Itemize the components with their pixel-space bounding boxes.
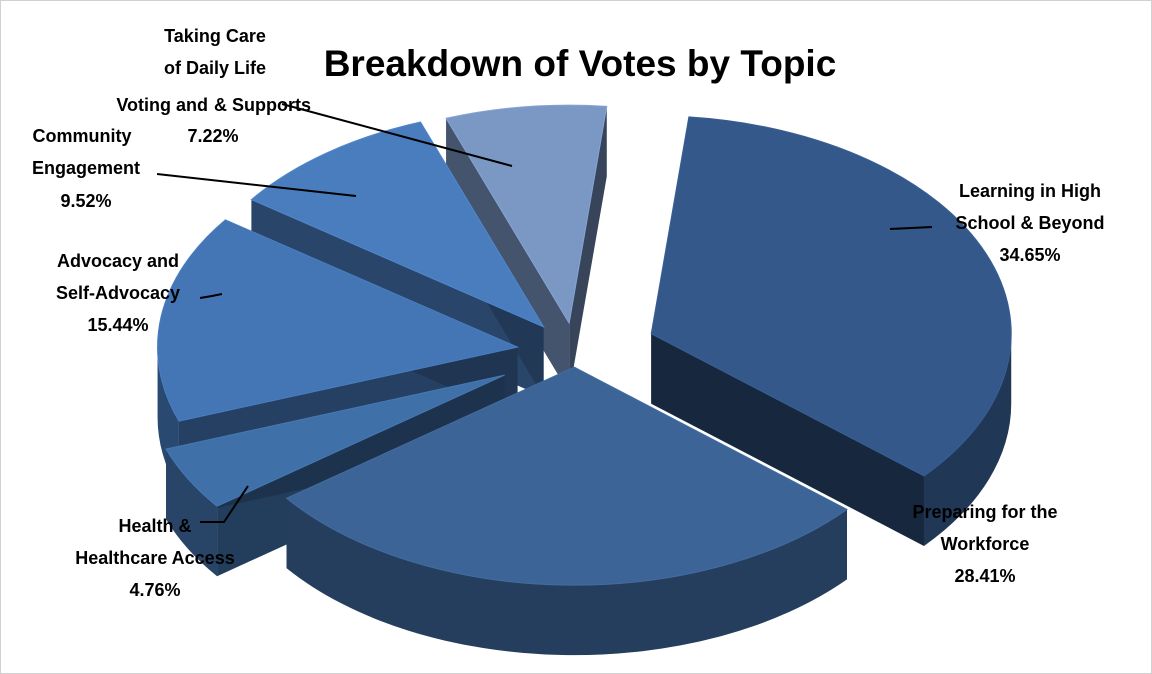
slice-wall-5-1 [569,106,607,394]
pie-slice-1 [285,366,848,586]
leader-line-0 [889,226,933,230]
slice-outer-wall-0-0 [923,333,1012,546]
pie-slice-2 [165,374,505,507]
pie-slice-3 [157,219,520,422]
slice-label-5: Taking Care of Daily Life & Supports 7.22% [164,26,311,146]
slice-value-label: 7.22% [187,126,238,146]
slice-value-label: 4.76% [129,580,180,600]
slice-label-line: School & Beyond [955,213,1104,233]
slice-label-line: Advocacy and [57,251,179,271]
slice-outer-wall-1-0 [286,498,847,656]
slice-label-line: Taking Care [164,26,266,46]
leader-line-1 [200,485,249,523]
pie-slice-0 [650,116,1012,477]
slice-value-label: 9.52% [60,191,111,211]
slice-value-label: 15.44% [87,315,148,335]
slice-label-line: Voting and [116,95,208,115]
chart-title: Breakdown of Votes by Topic [324,43,837,84]
slice-label-0: Learning in High School & Beyond 34.65% [955,181,1104,265]
slice-label-line: Health & [118,516,191,536]
slice-labels: Learning in High School & Beyond 34.65% Pre… [32,26,1105,600]
leader-line-4 [281,103,513,167]
slice-label-line: Preparing for the [912,502,1057,522]
slice-label-line: Community [33,126,132,146]
pie-slice-4 [250,121,545,328]
slice-label-line: Learning in High [959,181,1101,201]
slice-label-line: Engagement [32,158,140,178]
slice-label-line: Workforce [941,534,1030,554]
slice-label-3: Advocacy and Self-Advocacy 15.44% [56,251,180,335]
slice-outer-wall-2-0 [166,449,218,577]
slice-value-label: 28.41% [954,566,1015,586]
slice-label-line: & Supports [214,95,311,115]
leader-line-2 [199,293,223,299]
leader-lines [156,103,933,523]
leader-line-3 [156,173,357,197]
slice-label-line: Healthcare Access [75,548,234,568]
slice-label-4: Voting and Community Engagement 9.52% [32,95,208,211]
slice-label-1: Preparing for the Workforce 28.41% [912,502,1057,586]
slice-wall-0-1 [651,333,924,546]
slice-value-label: 34.65% [999,245,1060,265]
slice-label-line: Self-Advocacy [56,283,180,303]
slice-label-line: of Daily Life [164,58,266,78]
slice-label-2: Health & Healthcare Access 4.76% [75,516,234,600]
